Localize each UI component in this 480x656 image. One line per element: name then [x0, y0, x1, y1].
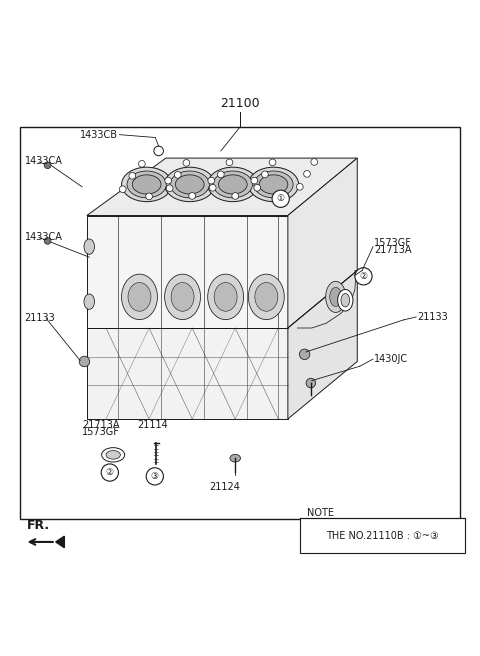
Circle shape: [355, 268, 372, 285]
Text: 1573GF: 1573GF: [82, 427, 120, 437]
Text: 1430JC: 1430JC: [374, 354, 408, 364]
Circle shape: [166, 185, 173, 192]
Ellipse shape: [128, 283, 151, 311]
Ellipse shape: [218, 175, 247, 194]
Text: 1433CA: 1433CA: [24, 156, 62, 167]
Circle shape: [304, 171, 311, 177]
Ellipse shape: [121, 274, 157, 319]
Circle shape: [209, 184, 216, 191]
Ellipse shape: [165, 167, 215, 201]
Circle shape: [174, 171, 181, 178]
Circle shape: [232, 193, 239, 199]
Ellipse shape: [165, 274, 201, 319]
Circle shape: [311, 159, 318, 165]
Circle shape: [120, 186, 126, 193]
Circle shape: [251, 177, 258, 184]
Ellipse shape: [341, 293, 349, 307]
Ellipse shape: [208, 167, 258, 201]
Ellipse shape: [230, 455, 240, 462]
Circle shape: [269, 159, 276, 166]
Polygon shape: [87, 328, 288, 419]
Ellipse shape: [132, 175, 161, 194]
Text: ①: ①: [276, 194, 285, 203]
Circle shape: [226, 159, 233, 166]
Polygon shape: [288, 270, 357, 419]
Circle shape: [254, 184, 261, 191]
Text: 21133: 21133: [417, 312, 448, 322]
Ellipse shape: [254, 171, 293, 198]
Text: 1573GF: 1573GF: [374, 238, 412, 248]
Circle shape: [44, 237, 51, 244]
Circle shape: [300, 349, 310, 359]
Circle shape: [79, 356, 90, 367]
Ellipse shape: [102, 447, 125, 462]
Text: NOTE: NOTE: [307, 508, 334, 518]
Polygon shape: [87, 216, 288, 328]
Text: 21713A: 21713A: [374, 245, 411, 255]
Ellipse shape: [337, 289, 353, 311]
Ellipse shape: [84, 239, 95, 255]
Circle shape: [208, 177, 215, 184]
Ellipse shape: [214, 283, 237, 311]
Text: 21124: 21124: [209, 482, 240, 492]
Ellipse shape: [208, 274, 243, 319]
Circle shape: [275, 192, 282, 199]
Circle shape: [272, 190, 289, 207]
Ellipse shape: [213, 171, 252, 198]
Ellipse shape: [175, 175, 204, 194]
Ellipse shape: [171, 283, 194, 311]
Circle shape: [44, 162, 51, 169]
Text: ②: ②: [106, 468, 114, 477]
Text: 21114: 21114: [137, 420, 168, 430]
Text: ③: ③: [151, 472, 159, 481]
Text: 1433CB: 1433CB: [80, 130, 118, 140]
Ellipse shape: [259, 175, 288, 194]
Ellipse shape: [170, 171, 209, 198]
Ellipse shape: [330, 287, 342, 306]
Polygon shape: [56, 536, 64, 548]
Ellipse shape: [106, 451, 120, 459]
Ellipse shape: [248, 167, 299, 201]
Circle shape: [139, 161, 145, 167]
Circle shape: [217, 171, 224, 178]
Circle shape: [146, 468, 163, 485]
Ellipse shape: [84, 294, 95, 310]
Circle shape: [262, 171, 268, 178]
Text: THE NO.21110B : ①~③: THE NO.21110B : ①~③: [326, 531, 439, 541]
Circle shape: [146, 193, 153, 199]
Ellipse shape: [121, 167, 172, 201]
Bar: [300, 518, 465, 553]
Text: 21100: 21100: [220, 97, 260, 110]
Ellipse shape: [325, 281, 346, 312]
Text: ②: ②: [360, 272, 368, 281]
Ellipse shape: [255, 283, 278, 311]
Circle shape: [154, 146, 163, 155]
Circle shape: [297, 184, 303, 190]
Circle shape: [306, 379, 316, 388]
Circle shape: [183, 159, 190, 166]
Text: FR.: FR.: [27, 520, 50, 533]
Circle shape: [165, 177, 171, 184]
Circle shape: [129, 173, 136, 179]
Ellipse shape: [248, 274, 284, 319]
Ellipse shape: [127, 171, 166, 198]
Text: 21133: 21133: [24, 314, 55, 323]
Polygon shape: [87, 158, 357, 216]
Polygon shape: [288, 158, 357, 328]
Circle shape: [189, 193, 195, 199]
Text: 21713A: 21713A: [82, 420, 120, 430]
Bar: [20, 127, 460, 520]
Text: 1433CA: 1433CA: [24, 232, 62, 242]
Circle shape: [101, 464, 119, 481]
